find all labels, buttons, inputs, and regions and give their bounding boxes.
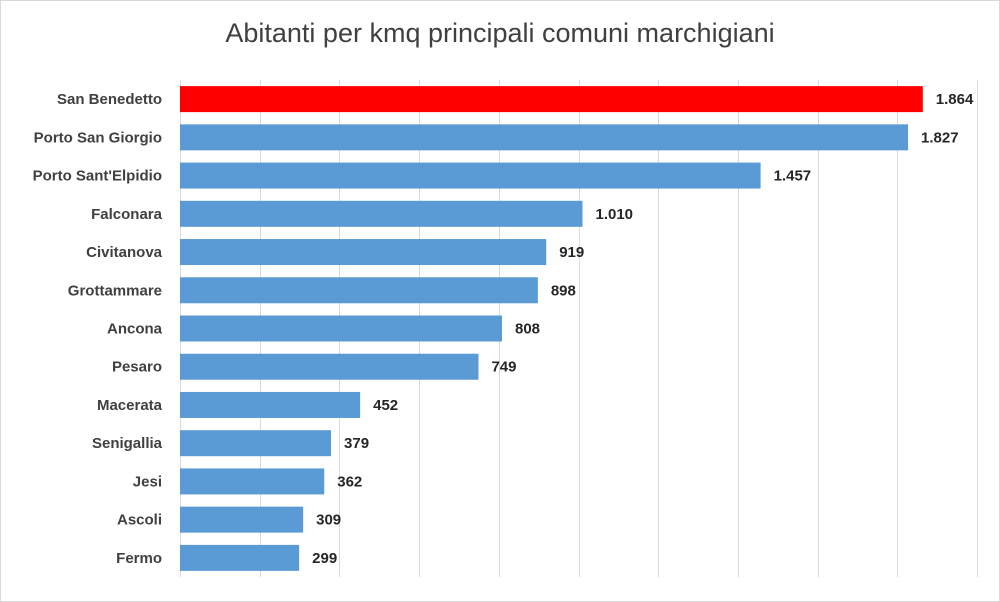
value-label: 299 <box>312 550 337 567</box>
bar <box>180 544 300 571</box>
category-label: Fermo <box>116 550 162 567</box>
bar <box>180 200 583 227</box>
category-label: Porto Sant'Elpidio <box>33 168 162 185</box>
value-label: 919 <box>559 244 584 261</box>
category-label: Ascoli <box>117 512 162 529</box>
bar <box>180 124 909 151</box>
chart-title: Abitanti per kmq principali comuni march… <box>225 18 775 48</box>
value-label: 898 <box>551 282 576 299</box>
category-label: Pesaro <box>112 359 162 376</box>
value-label: 808 <box>515 321 540 338</box>
bar <box>180 506 304 533</box>
category-label: San Benedetto <box>57 91 162 108</box>
bar <box>180 162 761 189</box>
value-label: 1.010 <box>595 206 633 223</box>
bar <box>180 430 332 457</box>
bar <box>180 239 547 266</box>
value-label: 362 <box>337 473 362 490</box>
bar <box>180 86 923 113</box>
value-label: 1.827 <box>921 129 959 146</box>
value-label: 379 <box>344 435 369 452</box>
value-label: 1.864 <box>936 91 974 108</box>
value-label: 309 <box>316 512 341 529</box>
category-label: Macerata <box>97 397 163 414</box>
bar <box>180 468 325 495</box>
bar <box>180 315 502 342</box>
category-label: Ancona <box>107 321 163 338</box>
category-label: Jesi <box>133 473 162 490</box>
category-label: Senigallia <box>92 435 163 452</box>
bar <box>180 353 479 380</box>
category-label: Falconara <box>91 206 163 223</box>
bar <box>180 277 538 304</box>
bar <box>180 391 361 418</box>
value-label: 452 <box>373 397 398 414</box>
category-label: Grottammare <box>68 282 162 299</box>
category-label: Porto San Giorgio <box>34 129 162 146</box>
category-label: Civitanova <box>86 244 163 261</box>
value-label: 1.457 <box>774 168 812 185</box>
value-label: 749 <box>491 359 516 376</box>
